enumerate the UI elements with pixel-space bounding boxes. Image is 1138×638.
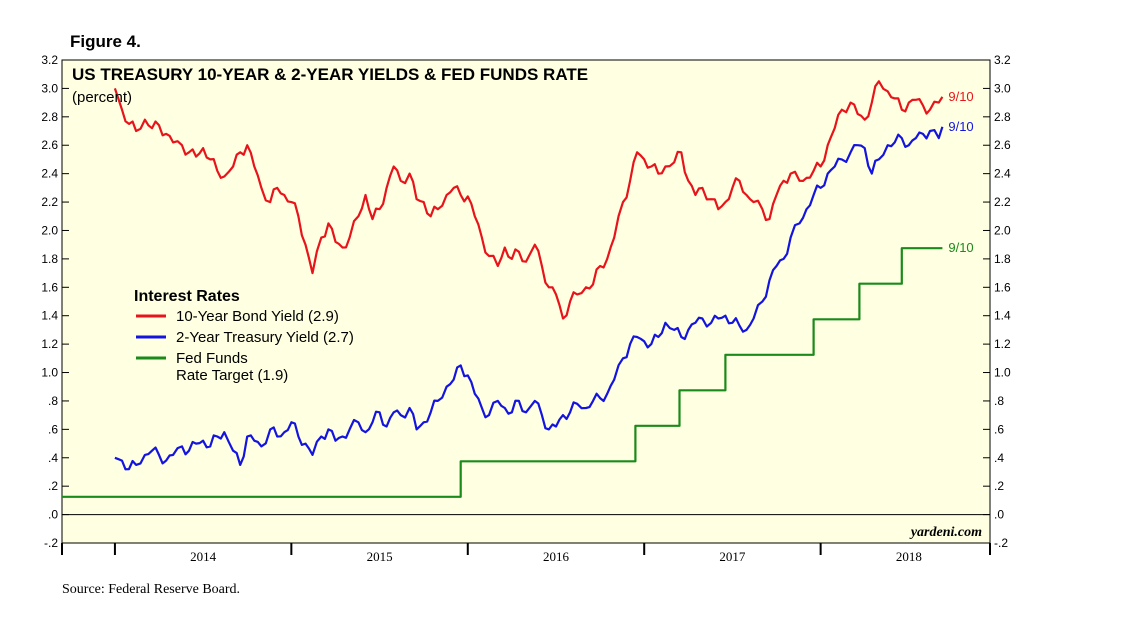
series-line-10-year-bond-yield <box>113 80 944 320</box>
x-tick-label: 2015 <box>367 549 393 564</box>
y-tick-label-right: -.2 <box>994 536 1008 550</box>
y-tick-label-right: 3.2 <box>994 53 1011 67</box>
end-label-fed-funds-rate-target: 9/10 <box>948 240 973 255</box>
x-tick-label: 2017 <box>719 549 746 564</box>
series-line-fed-funds-rate-target <box>62 247 943 498</box>
y-tick-label-left: 3.0 <box>41 81 58 95</box>
y-tick-label-right: 3.0 <box>994 81 1011 95</box>
y-tick-label-right: 2.8 <box>994 110 1011 124</box>
y-tick-label-right: 1.8 <box>994 252 1011 266</box>
y-tick-label-right: 2.6 <box>994 138 1011 152</box>
legend-label-10-year: 10-Year Bond Yield (2.9) <box>176 308 339 325</box>
y-tick-label-left: .2 <box>48 479 58 493</box>
y-tick-label-right: .0 <box>994 508 1004 522</box>
y-tick-label-right: .4 <box>994 451 1004 465</box>
y-tick-label-right: 1.6 <box>994 280 1011 294</box>
y-tick-label-left: 1.2 <box>41 337 58 351</box>
y-tick-label-right: 2.2 <box>994 195 1011 209</box>
legend-label-fed-funds-line2: Rate Target (1.9) <box>176 367 288 384</box>
series-line-2-year-treasury-yield <box>114 126 944 471</box>
y-tick-label-right: 1.0 <box>994 366 1011 380</box>
end-label-2-year-treasury-yield: 9/10 <box>948 119 973 134</box>
legend-label-fed-funds: Fed Funds <box>176 350 248 367</box>
y-tick-label-left: 2.6 <box>41 138 58 152</box>
y-tick-label-left: 2.2 <box>41 195 58 209</box>
y-tick-label-right: .6 <box>994 422 1004 436</box>
chart-subtitle: (percent) <box>72 89 132 106</box>
legend: Interest Rates 10-Year Bond Yield (2.9) … <box>134 288 354 384</box>
y-tick-label-right: .2 <box>994 479 1004 493</box>
y-tick-label-left: 1.6 <box>41 280 58 294</box>
y-tick-label-left: 2.4 <box>41 167 58 181</box>
source-note: Source: Federal Reserve Board. <box>62 582 241 597</box>
series-layer: 9/10 9/10 9/10 <box>62 80 974 498</box>
y-tick-label-left: .6 <box>48 422 58 436</box>
y-tick-label-left: 2.0 <box>41 223 58 237</box>
x-tick-label: 2018 <box>896 549 922 564</box>
y-tick-label-left: 2.8 <box>41 110 58 124</box>
y-tick-label-left: 1.0 <box>41 366 58 380</box>
y-tick-label-right: 2.4 <box>994 167 1011 181</box>
y-tick-label-left: .0 <box>48 508 58 522</box>
legend-heading: Interest Rates <box>134 288 240 305</box>
y-tick-label-right: .8 <box>994 394 1004 408</box>
y-tick-label-right: 1.2 <box>994 337 1011 351</box>
y-tick-label-left: 3.2 <box>41 53 58 67</box>
y-tick-label-left: -.2 <box>44 536 58 550</box>
watermark: yardeni.com <box>909 525 982 540</box>
y-tick-label-left: .4 <box>48 451 58 465</box>
axis-layer: 3.2 3.2 3.0 3.0 2.8 2.8 2.6 2.6 2.4 2.4 2.2 2.2 2.0 2… <box>41 53 1011 564</box>
plot-area <box>61 59 991 544</box>
chart-title: US TREASURY 10-YEAR & 2-YEAR YIELDS & FE… <box>72 65 588 84</box>
y-tick-label-right: 2.0 <box>994 223 1011 237</box>
end-label-10-year-bond-yield: 9/10 <box>948 89 973 104</box>
y-tick-label-left: 1.8 <box>41 252 58 266</box>
figure-label: Figure 4. <box>70 32 141 51</box>
y-tick-label-right: 1.4 <box>994 309 1011 323</box>
x-tick-label: 2016 <box>543 549 570 564</box>
legend-label-2-year: 2-Year Treasury Yield (2.7) <box>176 329 354 346</box>
y-tick-label-left: 1.4 <box>41 309 58 323</box>
x-tick-label: 2014 <box>190 549 217 564</box>
y-tick-label-left: .8 <box>48 394 58 408</box>
